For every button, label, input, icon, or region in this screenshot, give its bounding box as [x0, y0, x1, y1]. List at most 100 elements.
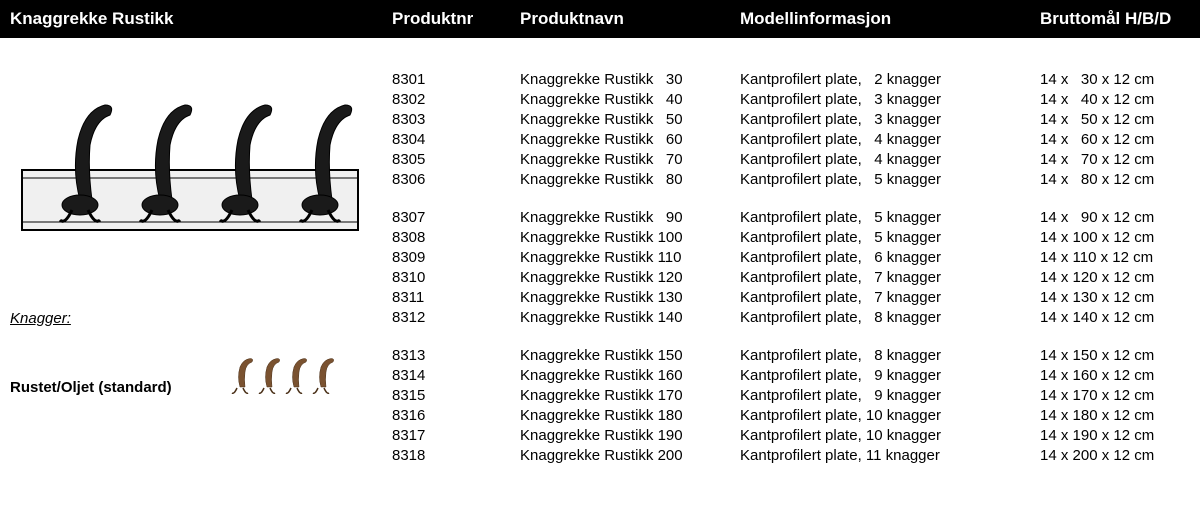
- cell-model: Kantprofilert plate, 4 knagger: [740, 150, 1040, 170]
- cell-dim: 14 x 120 x 12 cm: [1040, 268, 1200, 288]
- cell-navn: Knaggrekke Rustikk 70: [520, 150, 740, 170]
- cell-dim: 14 x 90 x 12 cm: [1040, 208, 1200, 228]
- cell-navn: Knaggrekke Rustikk 60: [520, 130, 740, 150]
- cell-navn: Knaggrekke Rustikk 160: [520, 366, 740, 386]
- cell-nr: 8311: [392, 288, 520, 308]
- cell-model: Kantprofilert plate, 7 knagger: [740, 268, 1040, 288]
- cell-navn: Knaggrekke Rustikk 130: [520, 288, 740, 308]
- content-area: Knagger: Rustet/Oljet (standard): [0, 38, 1200, 484]
- cell-navn: Knaggrekke Rustikk 100: [520, 228, 740, 248]
- cell-navn: Knaggrekke Rustikk 40: [520, 90, 740, 110]
- table-row: 8308Knaggrekke Rustikk 100Kantprofilert …: [392, 228, 1200, 248]
- table-row: 8313Knaggrekke Rustikk 150Kantprofilert …: [392, 346, 1200, 366]
- cell-model: Kantprofilert plate, 3 knagger: [740, 90, 1040, 110]
- cell-navn: Knaggrekke Rustikk 110: [520, 248, 740, 268]
- table-row: 8312Knaggrekke Rustikk 140Kantprofilert …: [392, 308, 1200, 328]
- cell-nr: 8303: [392, 110, 520, 130]
- cell-dim: 14 x 40 x 12 cm: [1040, 90, 1200, 110]
- cell-nr: 8307: [392, 208, 520, 228]
- column-header-nr: Produktnr: [392, 9, 520, 29]
- column-header-navn: Produktnavn: [520, 9, 740, 29]
- table-row: 8309Knaggrekke Rustikk 110Kantprofilert …: [392, 248, 1200, 268]
- table-row: 8301Knaggrekke Rustikk 30Kantprofilert p…: [392, 70, 1200, 90]
- table-group: 8313Knaggrekke Rustikk 150Kantprofilert …: [392, 346, 1200, 466]
- cell-model: Kantprofilert plate, 8 knagger: [740, 346, 1040, 366]
- table-group: 8307Knaggrekke Rustikk 90Kantprofilert p…: [392, 208, 1200, 328]
- cell-nr: 8318: [392, 446, 520, 466]
- cell-model: Kantprofilert plate, 10 knagger: [740, 426, 1040, 446]
- cell-nr: 8316: [392, 406, 520, 426]
- cell-dim: 14 x 190 x 12 cm: [1040, 426, 1200, 446]
- cell-model: Kantprofilert plate, 11 knagger: [740, 446, 1040, 466]
- cell-navn: Knaggrekke Rustikk 190: [520, 426, 740, 446]
- cell-nr: 8313: [392, 346, 520, 366]
- variant-label: Rustet/Oljet (standard): [10, 379, 172, 396]
- table-row: 8315Knaggrekke Rustikk 170Kantprofilert …: [392, 386, 1200, 406]
- column-header-model: Modellinformasjon: [740, 9, 1040, 29]
- cell-nr: 8312: [392, 308, 520, 328]
- cell-navn: Knaggrekke Rustikk 150: [520, 346, 740, 366]
- table-row: 8305Knaggrekke Rustikk 70Kantprofilert p…: [392, 150, 1200, 170]
- cell-model: Kantprofilert plate, 10 knagger: [740, 406, 1040, 426]
- cell-model: Kantprofilert plate, 5 knagger: [740, 170, 1040, 190]
- cell-dim: 14 x 30 x 12 cm: [1040, 70, 1200, 90]
- cell-nr: 8310: [392, 268, 520, 288]
- cell-model: Kantprofilert plate, 9 knagger: [740, 366, 1040, 386]
- table-row: 8318Knaggrekke Rustikk 200Kantprofilert …: [392, 446, 1200, 466]
- left-column: Knagger: Rustet/Oljet (standard): [0, 70, 392, 484]
- cell-model: Kantprofilert plate, 5 knagger: [740, 228, 1040, 248]
- cell-navn: Knaggrekke Rustikk 180: [520, 406, 740, 426]
- cell-nr: 8306: [392, 170, 520, 190]
- cell-navn: Knaggrekke Rustikk 90: [520, 208, 740, 228]
- table-row: 8304Knaggrekke Rustikk 60Kantprofilert p…: [392, 130, 1200, 150]
- table-row: 8307Knaggrekke Rustikk 90Kantprofilert p…: [392, 208, 1200, 228]
- cell-dim: 14 x 80 x 12 cm: [1040, 170, 1200, 190]
- product-table: 8301Knaggrekke Rustikk 30Kantprofilert p…: [392, 70, 1200, 484]
- cell-navn: Knaggrekke Rustikk 50: [520, 110, 740, 130]
- cell-dim: 14 x 140 x 12 cm: [1040, 308, 1200, 328]
- variant-row: Rustet/Oljet (standard): [10, 357, 372, 417]
- cell-navn: Knaggrekke Rustikk 140: [520, 308, 740, 328]
- table-row: 8314Knaggrekke Rustikk 160Kantprofilert …: [392, 366, 1200, 386]
- cell-model: Kantprofilert plate, 6 knagger: [740, 248, 1040, 268]
- cell-navn: Knaggrekke Rustikk 30: [520, 70, 740, 90]
- cell-navn: Knaggrekke Rustikk 120: [520, 268, 740, 288]
- column-header-dim: Bruttomål H/B/D: [1040, 9, 1200, 29]
- table-row: 8311Knaggrekke Rustikk 130Kantprofilert …: [392, 288, 1200, 308]
- table-group: 8301Knaggrekke Rustikk 30Kantprofilert p…: [392, 70, 1200, 190]
- variant-image: [222, 357, 342, 417]
- cell-model: Kantprofilert plate, 3 knagger: [740, 110, 1040, 130]
- cell-dim: 14 x 200 x 12 cm: [1040, 446, 1200, 466]
- cell-nr: 8317: [392, 426, 520, 446]
- table-row: 8302Knaggrekke Rustikk 40Kantprofilert p…: [392, 90, 1200, 110]
- product-title: Knaggrekke Rustikk: [0, 9, 392, 29]
- cell-nr: 8314: [392, 366, 520, 386]
- cell-dim: 14 x 170 x 12 cm: [1040, 386, 1200, 406]
- cell-dim: 14 x 50 x 12 cm: [1040, 110, 1200, 130]
- cell-nr: 8304: [392, 130, 520, 150]
- catalog-header: Knaggrekke Rustikk Produktnr Produktnavn…: [0, 0, 1200, 38]
- cell-model: Kantprofilert plate, 8 knagger: [740, 308, 1040, 328]
- table-row: 8303Knaggrekke Rustikk 50Kantprofilert p…: [392, 110, 1200, 130]
- cell-nr: 8305: [392, 150, 520, 170]
- cell-navn: Knaggrekke Rustikk 80: [520, 170, 740, 190]
- table-row: 8317Knaggrekke Rustikk 190Kantprofilert …: [392, 426, 1200, 446]
- cell-dim: 14 x 180 x 12 cm: [1040, 406, 1200, 426]
- table-row: 8310Knaggrekke Rustikk 120Kantprofilert …: [392, 268, 1200, 288]
- cell-dim: 14 x 160 x 12 cm: [1040, 366, 1200, 386]
- cell-dim: 14 x 130 x 12 cm: [1040, 288, 1200, 308]
- cell-nr: 8308: [392, 228, 520, 248]
- cell-navn: Knaggrekke Rustikk 200: [520, 446, 740, 466]
- cell-dim: 14 x 70 x 12 cm: [1040, 150, 1200, 170]
- cell-dim: 14 x 110 x 12 cm: [1040, 248, 1200, 268]
- cell-nr: 8301: [392, 70, 520, 90]
- knagger-section-label: Knagger:: [10, 310, 372, 327]
- cell-navn: Knaggrekke Rustikk 170: [520, 386, 740, 406]
- cell-model: Kantprofilert plate, 7 knagger: [740, 288, 1040, 308]
- table-row: 8316Knaggrekke Rustikk 180Kantprofilert …: [392, 406, 1200, 426]
- table-row: 8306Knaggrekke Rustikk 80Kantprofilert p…: [392, 170, 1200, 190]
- product-image: [10, 70, 370, 250]
- cell-dim: 14 x 150 x 12 cm: [1040, 346, 1200, 366]
- cell-nr: 8315: [392, 386, 520, 406]
- cell-nr: 8309: [392, 248, 520, 268]
